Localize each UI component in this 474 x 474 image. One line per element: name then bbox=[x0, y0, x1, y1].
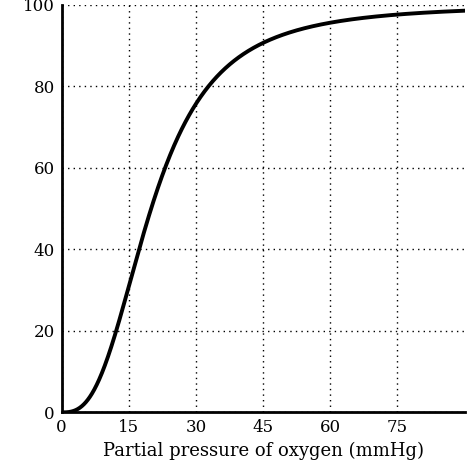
X-axis label: Partial pressure of oxygen (mmHg): Partial pressure of oxygen (mmHg) bbox=[102, 442, 424, 460]
